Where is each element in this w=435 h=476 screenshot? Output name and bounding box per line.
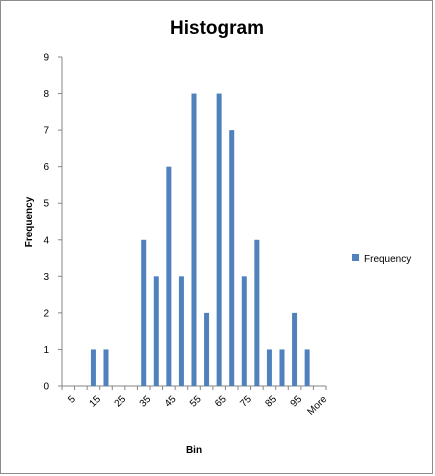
x-axis-label: Bin	[186, 445, 202, 456]
x-tick-label: 15	[87, 394, 103, 410]
bar	[241, 276, 247, 386]
bar	[229, 130, 235, 386]
legend-swatch	[352, 254, 359, 261]
legend: Frequency	[352, 254, 411, 265]
x-tick-label: More	[305, 394, 329, 418]
x-tick-label: 95	[289, 394, 305, 410]
bar	[216, 93, 222, 387]
x-tick-label: 25	[113, 394, 129, 410]
bar	[178, 276, 184, 386]
x-tick-label: 5	[66, 394, 78, 406]
y-tick-label: 2	[43, 308, 49, 319]
y-tick-label: 7	[43, 126, 49, 137]
bar	[191, 93, 197, 387]
y-tick-label: 4	[43, 235, 49, 246]
bar	[141, 239, 147, 386]
bar	[204, 312, 210, 386]
x-tick-label: 75	[238, 394, 254, 410]
x-tick-label: 35	[138, 394, 154, 410]
x-tick-label: 85	[263, 394, 279, 410]
y-tick-label: 5	[43, 199, 49, 210]
x-tick-label: 55	[188, 394, 204, 410]
y-tick-label: 9	[43, 53, 49, 64]
y-tick-label: 1	[43, 345, 49, 356]
chart-title: Histogram	[170, 18, 264, 39]
y-tick-label: 3	[43, 272, 49, 283]
y-tick-label: 6	[43, 162, 49, 173]
x-tick-label: 65	[213, 394, 229, 410]
legend-label: Frequency	[364, 254, 411, 265]
y-tick-label: 0	[43, 382, 49, 393]
y-axis-label: Frequency	[24, 196, 35, 247]
bar	[103, 349, 109, 386]
bar	[266, 349, 272, 386]
bar	[166, 166, 172, 386]
y-tick-label: 8	[43, 89, 49, 100]
bar	[254, 239, 260, 386]
bar	[90, 349, 96, 386]
bar	[153, 276, 159, 386]
bar	[304, 349, 310, 386]
bar	[292, 312, 298, 386]
x-tick-label: 45	[163, 394, 179, 410]
bar	[279, 349, 285, 386]
